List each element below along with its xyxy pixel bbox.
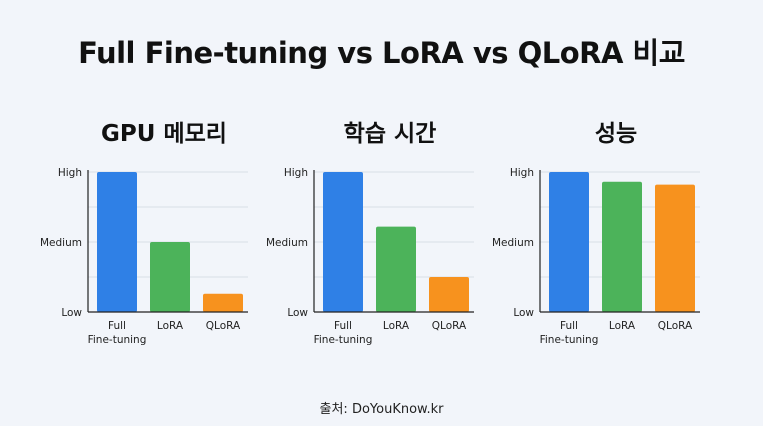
bar-full-fine-tuning (323, 172, 363, 312)
y-tick-label-low: Low (513, 307, 534, 319)
bar-lora (602, 181, 642, 312)
chart-title-training-time: 학습 시간 (343, 121, 437, 147)
category-label: LoRA (157, 320, 184, 332)
y-tick-label-low: Low (61, 307, 82, 319)
chart-title-gpu-memory: GPU 메모리 (101, 121, 227, 147)
category-label: LoRA (609, 320, 636, 332)
y-tick-label-medium: Medium (266, 237, 308, 249)
category-label: Fine-tuning (540, 334, 599, 346)
category-label: Fine-tuning (88, 334, 147, 346)
bar-qlora (203, 293, 243, 312)
bar-qlora (655, 184, 695, 312)
category-label: LoRA (383, 320, 410, 332)
y-tick-label-high: High (58, 167, 82, 179)
category-label: Full (108, 320, 126, 332)
bar-lora (150, 242, 190, 312)
page-title: Full Fine-tuning vs LoRA vs QLoRA 비교 (78, 36, 685, 70)
y-tick-label-high: High (284, 167, 308, 179)
category-label: QLoRA (432, 320, 467, 332)
y-tick-label-high: High (510, 167, 534, 179)
y-tick-label-medium: Medium (40, 237, 82, 249)
bar-full-fine-tuning (549, 172, 589, 312)
category-label: QLoRA (206, 320, 241, 332)
category-label: QLoRA (658, 320, 693, 332)
source-credit: 출처: DoYouKnow.kr (319, 402, 444, 417)
y-tick-label-medium: Medium (492, 237, 534, 249)
category-label: Fine-tuning (314, 334, 373, 346)
chart-gpu-memory: Low Medium High Full Fine-tuning LoRA QLoRA (40, 167, 248, 346)
chart-title-performance: 성능 (594, 121, 638, 147)
bar-lora (376, 226, 416, 312)
bar-full-fine-tuning (97, 172, 137, 312)
chart-performance: Low Medium High Full Fine-tuning LoRA QLoRA (492, 167, 700, 346)
y-tick-label-low: Low (287, 307, 308, 319)
category-label: Full (560, 320, 578, 332)
category-label: Full (334, 320, 352, 332)
bar-qlora (429, 277, 469, 312)
chart-training-time: Low Medium High Full Fine-tuning LoRA QLoRA (266, 167, 474, 346)
